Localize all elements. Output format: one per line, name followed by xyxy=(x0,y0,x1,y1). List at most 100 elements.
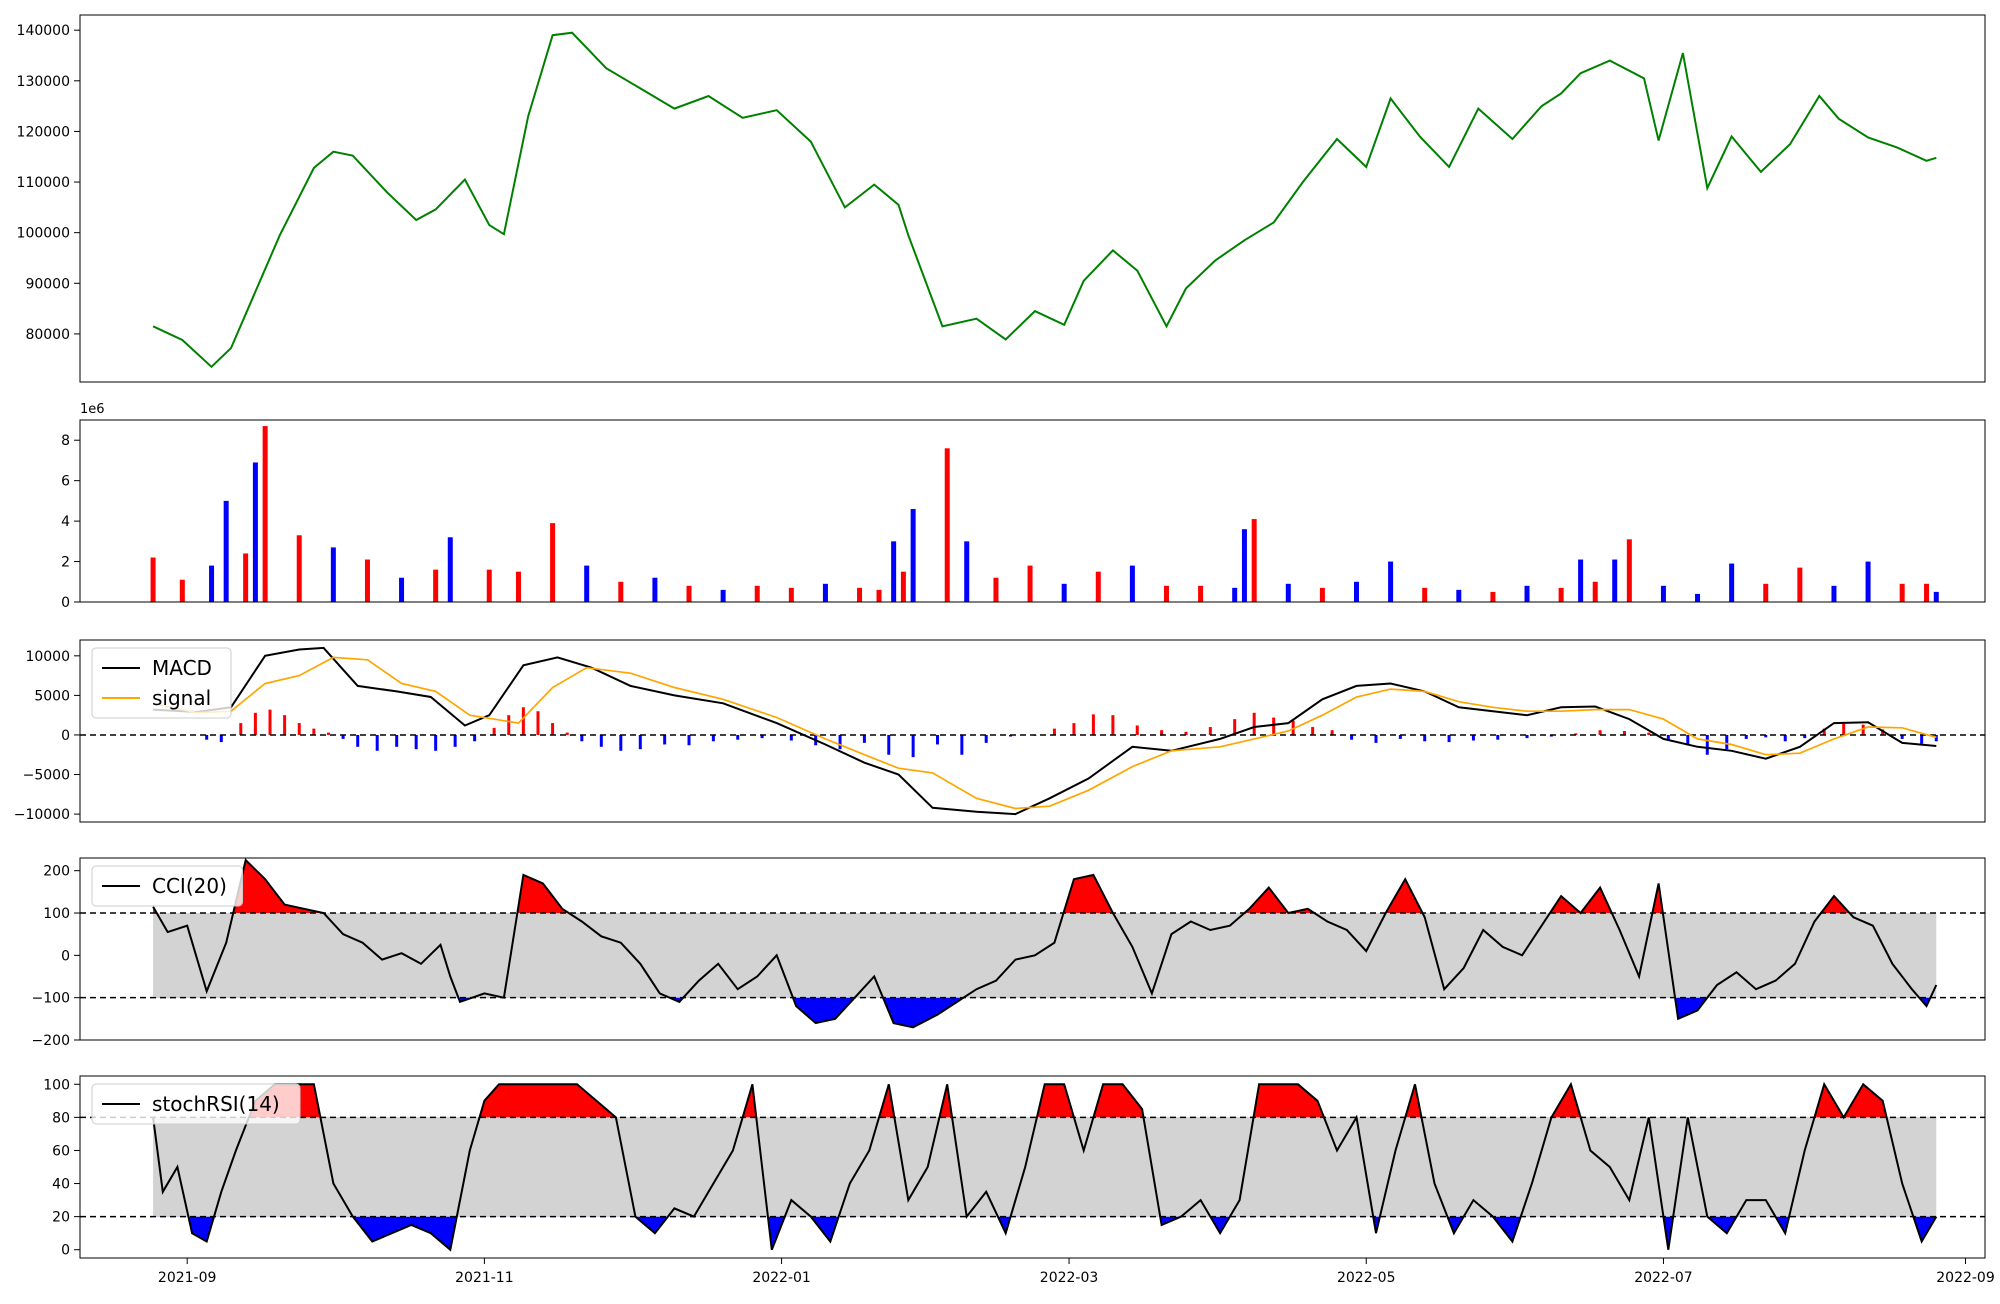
volume-bar xyxy=(1061,583,1067,602)
volume-bar xyxy=(1163,585,1169,602)
cci-y-tick-label: −100 xyxy=(32,991,70,1007)
macd-histogram-bar xyxy=(580,734,584,742)
volume-bar xyxy=(1198,585,1204,602)
volume-bar xyxy=(1797,567,1803,602)
volume-bar xyxy=(1027,565,1033,602)
volume-bar xyxy=(243,553,249,602)
price-line xyxy=(152,31,1937,369)
lines-layer xyxy=(80,31,1985,1252)
volume-bar xyxy=(1524,585,1530,602)
volume-bar xyxy=(1831,585,1837,602)
price-y-tick-label: 80000 xyxy=(25,327,70,343)
band-layer xyxy=(153,860,1937,1250)
macd-histogram-bar xyxy=(1072,723,1076,735)
volume-bar xyxy=(1456,589,1462,602)
macd-histogram-bar xyxy=(521,707,525,735)
volume-bar xyxy=(891,541,897,602)
volume-bar xyxy=(399,577,405,602)
stochrsi-line xyxy=(152,1081,1938,1252)
volume-bar xyxy=(822,583,828,602)
price-y-tick-label: 100000 xyxy=(17,226,70,242)
macd-histogram-bar xyxy=(911,734,915,758)
volume-bar xyxy=(788,587,794,602)
volume-bar xyxy=(1924,583,1930,602)
marks-layer xyxy=(150,426,1939,758)
volume-panel-frame xyxy=(79,419,1986,603)
macd-histogram-bar xyxy=(1822,728,1826,735)
macd-histogram-bar xyxy=(434,734,438,751)
macd-histogram-bar xyxy=(326,732,330,735)
macd-histogram-bar xyxy=(453,734,457,747)
macd-histogram-bar xyxy=(551,723,555,735)
legend-box xyxy=(91,865,243,907)
volume-bar xyxy=(150,557,156,602)
macd-histogram-bar xyxy=(1471,734,1475,741)
macd-histogram-bar xyxy=(1233,719,1237,735)
volume-bar xyxy=(223,500,229,602)
x-tick-label: 2022-07 xyxy=(1634,1270,1693,1286)
volume-bar xyxy=(1695,593,1701,602)
macd-y-tick-label: 5000 xyxy=(34,688,70,704)
macd-histogram-bar xyxy=(789,734,793,741)
x-tick-label: 2021-09 xyxy=(158,1270,217,1286)
macd-histogram-bar xyxy=(1783,734,1787,742)
cci-y-tick-label: 200 xyxy=(43,864,70,880)
macd-histogram-bar xyxy=(1311,727,1315,735)
price-y-tick-label: 140000 xyxy=(17,23,70,39)
macd-histogram-bar xyxy=(253,712,257,735)
volume-y-tick-label: 0 xyxy=(61,595,70,611)
macd-histogram-bar xyxy=(492,727,496,735)
volume-bar xyxy=(1899,583,1905,602)
stochrsi-y-tick-label: 60 xyxy=(52,1143,70,1159)
macd-histogram-bar xyxy=(565,732,569,735)
volume-bar xyxy=(1388,561,1394,602)
macd-histogram-bar xyxy=(1900,734,1904,739)
x-tick-label: 2022-03 xyxy=(1040,1270,1099,1286)
macd-panel-frame xyxy=(79,639,1986,823)
x-tick-label: 2022-05 xyxy=(1337,1270,1396,1286)
legend-label: stochRSI(14) xyxy=(152,1092,280,1116)
volume-y-tick-label: 2 xyxy=(61,555,70,571)
volume-bar xyxy=(964,541,970,602)
macd-histogram-bar xyxy=(1598,730,1602,735)
macd-histogram-bar xyxy=(984,734,988,743)
macd-histogram-bar xyxy=(1725,734,1729,750)
macd-histogram-bar xyxy=(536,711,540,735)
macd-histogram-bar xyxy=(1160,730,1164,735)
macd-histogram-bar xyxy=(711,734,715,742)
volume-bar xyxy=(1095,571,1101,602)
x-tick-label: 2022-01 xyxy=(752,1270,811,1286)
stochrsi-overbought-fill xyxy=(248,1084,1887,1118)
volume-bar xyxy=(754,585,760,602)
volume-bar xyxy=(433,569,439,602)
legend-box xyxy=(91,1083,301,1125)
macd-histogram-bar xyxy=(638,734,642,750)
macd-histogram-bar xyxy=(341,734,345,739)
macd-histogram-bar xyxy=(1647,732,1651,735)
price-y-tick-label: 110000 xyxy=(17,175,70,191)
macd-histogram-bar xyxy=(268,709,272,735)
macd-histogram-bar xyxy=(356,734,360,747)
volume-bar xyxy=(550,523,556,602)
cci-neutral-band xyxy=(153,913,1937,998)
volume-bar xyxy=(179,579,185,602)
stochrsi-panel-frame xyxy=(79,1075,1986,1259)
macd-histogram-bar xyxy=(1622,731,1626,735)
volume-bar xyxy=(1285,583,1291,602)
macd-histogram-bar xyxy=(687,734,691,746)
macd-histogram-bar xyxy=(375,734,379,751)
macd-histogram-bar xyxy=(1803,734,1807,739)
volume-bar xyxy=(1232,587,1238,602)
axes-layer: 8000090000100000110000120000130000140000… xyxy=(14,14,1995,1286)
macd-histogram-bar xyxy=(1398,734,1402,739)
price-panel-frame xyxy=(79,14,1986,383)
volume-bar xyxy=(876,589,882,602)
macd-histogram-bar xyxy=(1252,712,1256,735)
macd-histogram-bar xyxy=(414,734,418,750)
macd-histogram-bar xyxy=(239,723,243,735)
volume-bar xyxy=(296,535,302,602)
cci-panel-frame xyxy=(79,857,1986,1041)
macd-histogram-bar xyxy=(473,734,477,742)
macd-histogram-bar xyxy=(1764,734,1768,738)
